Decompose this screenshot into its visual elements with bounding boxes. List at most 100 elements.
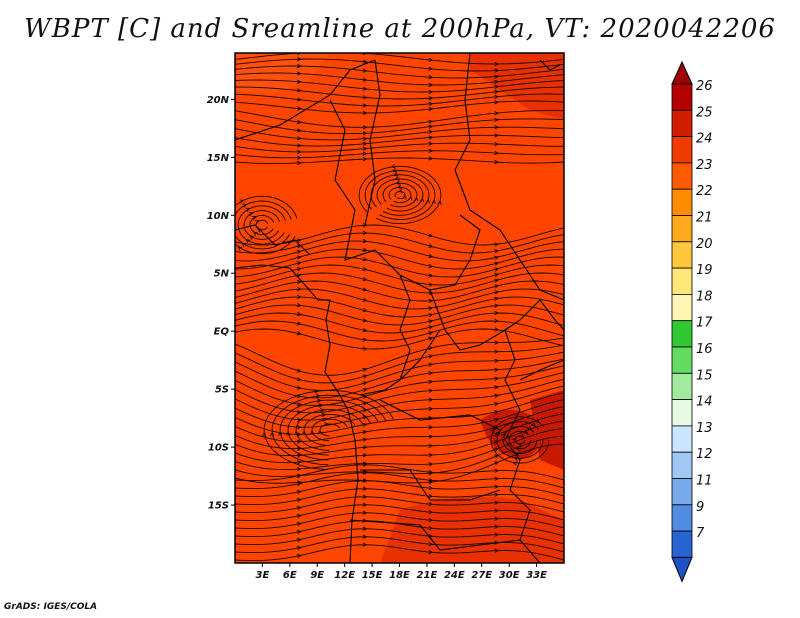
latitude-axis: 20N 15N 10N 5N EQ 5S 10S 15S (207, 95, 235, 512)
streamline-arrow (512, 461, 518, 466)
streamline-arrow (494, 296, 500, 301)
streamline-arrow (428, 119, 434, 124)
streamline-arrow (296, 79, 302, 84)
streamline (235, 480, 564, 497)
colorbar-label: 20 (696, 237, 713, 252)
streamline-arrow (324, 422, 330, 427)
streamline-arrow (494, 358, 500, 364)
streamline (279, 399, 379, 461)
country-border (519, 359, 564, 381)
streamline-arrow (514, 452, 520, 457)
streamline (235, 399, 564, 442)
streamline-arrow (396, 184, 402, 189)
streamline-arrow (362, 510, 368, 515)
colorbar-label: 16 (696, 342, 713, 357)
lat-tick-label: 10S (208, 443, 229, 454)
lat-tick-label: 15S (208, 501, 229, 512)
country-border (454, 53, 564, 301)
streamline-arrow (494, 508, 500, 513)
streamline (235, 371, 564, 414)
streamline (235, 256, 564, 278)
colorbar-label: 17 (696, 316, 713, 331)
streamline-arrow (494, 340, 500, 345)
colorbar-label: 25 (696, 105, 713, 120)
colorbar-segment (671, 188, 693, 216)
country-border (349, 519, 521, 551)
streamline (364, 170, 436, 220)
streamline (235, 328, 564, 350)
streamline-arrow (428, 478, 434, 483)
streamline-arrow (501, 432, 506, 438)
streamline-arrow (285, 430, 291, 436)
country-border (364, 59, 381, 226)
streamline (235, 504, 564, 521)
lat-tick-label: 15N (207, 153, 230, 164)
streamline (235, 134, 564, 147)
streamline-arrow (362, 430, 368, 435)
streamline (235, 351, 564, 391)
streamline-arrow (296, 453, 302, 458)
streamline-arrow (296, 529, 302, 535)
streamline-arrow (362, 526, 368, 531)
colorbar-label: 12 (696, 447, 713, 462)
streamline-arrow (296, 303, 302, 308)
streamline-arrow (494, 500, 500, 505)
streamline-arrow (428, 494, 434, 499)
streamline-arrow (362, 494, 368, 499)
streamline-arrow (296, 106, 302, 111)
country-border (399, 329, 441, 381)
lon-tick-label: 15E (362, 570, 383, 581)
streamline-arrow (527, 425, 532, 431)
streamline-arrow (428, 379, 434, 385)
streamline (235, 65, 564, 79)
country-border (429, 289, 521, 351)
streamline-arrow (494, 79, 500, 85)
streamline-arrow (296, 155, 302, 160)
streamline-arrow (251, 215, 257, 221)
streamline-arrow (362, 103, 368, 108)
streamline-arrow (296, 136, 302, 141)
streamline-arrow (296, 385, 302, 390)
streamline (235, 126, 564, 141)
streamline-arrow (296, 294, 302, 299)
colorbar-segment (671, 504, 693, 532)
streamline-arrow (494, 278, 500, 283)
streamline-arrow (270, 431, 275, 437)
streamline-arrow (362, 534, 368, 539)
streamline-arrow (428, 510, 434, 515)
streamline-arrow (362, 470, 368, 475)
streamline (311, 418, 348, 442)
streamline-arrow (494, 468, 500, 473)
streamline-arrow (362, 287, 368, 292)
streamline-arrow (296, 402, 302, 407)
streamline-arrow (428, 526, 434, 531)
country-border (235, 224, 311, 256)
streamline-arrow (494, 125, 500, 130)
streamline-arrow (253, 231, 259, 237)
streamline-arrow (494, 290, 500, 295)
streamline (394, 191, 406, 199)
streamline-arrow (362, 230, 368, 235)
colorbar-cap-bottom (671, 556, 693, 583)
colorbar-segment (671, 83, 693, 111)
streamline (382, 182, 418, 208)
streamline-arrow (362, 422, 368, 427)
streamline-arrow (494, 516, 500, 521)
streamline-arrow (296, 439, 302, 444)
streamline-arrow (362, 328, 368, 333)
streamline-arrow (296, 88, 302, 93)
streamline-arrow (494, 261, 500, 266)
streamline (502, 425, 538, 455)
streamline-arrow (296, 521, 302, 527)
streamline-arrow (296, 267, 302, 272)
streamline-arrow (494, 461, 500, 466)
streamline-arrow (296, 553, 302, 559)
streamline-arrow (296, 497, 302, 503)
streamline-arrow (428, 470, 434, 475)
streamline-arrow (321, 412, 327, 418)
lon-tick-label: 3E (256, 570, 270, 581)
streamline-arrow (494, 84, 500, 90)
streamline-arrow (322, 417, 328, 422)
streamline-arrow (494, 349, 500, 354)
lat-tick-label: 10N (207, 211, 230, 222)
